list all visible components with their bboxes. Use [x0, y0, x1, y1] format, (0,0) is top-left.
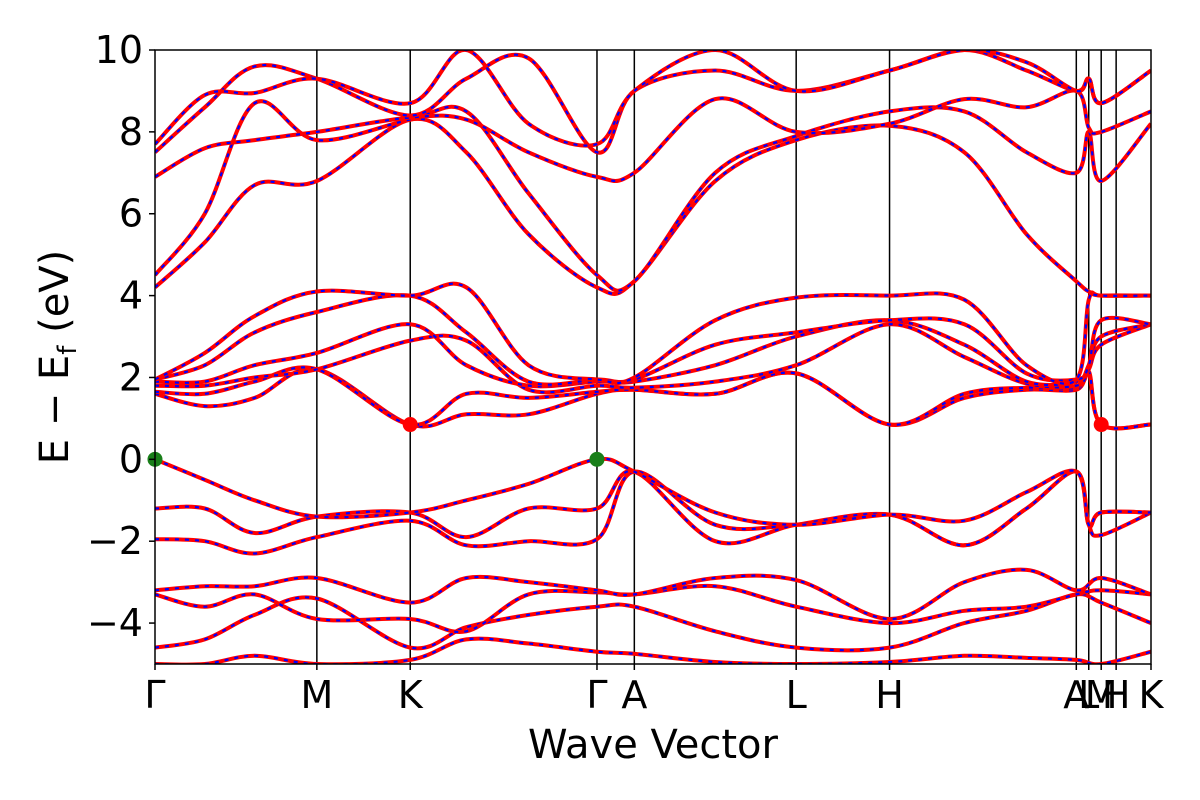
band-dash-8 [155, 366, 1151, 430]
band-line-9 [155, 322, 1151, 395]
y-tick-label-3: 2 [119, 355, 143, 399]
y-tick-label-7: 10 [95, 28, 143, 72]
x-axis-label: Wave Vector [528, 722, 779, 768]
plot-frame [154, 49, 1152, 665]
band-lines [155, 50, 1151, 664]
y-tick-label-0: −4 [87, 601, 143, 645]
band-line-6 [155, 456, 1151, 529]
band-line-1 [155, 592, 1151, 653]
band-line-8 [155, 365, 1151, 431]
band-line-13 [155, 116, 1151, 298]
band-dash-13 [155, 117, 1151, 298]
band-dash-14 [155, 100, 1151, 292]
x-tick-label-11: K [1139, 673, 1165, 717]
x-tick-label-3: Γ [586, 673, 607, 717]
extrema-markers [147, 417, 1109, 467]
extremum-marker-1 [589, 451, 605, 467]
x-tick-label-10: H [1102, 673, 1131, 717]
band-dash-9 [155, 323, 1151, 394]
extremum-marker-2 [402, 417, 418, 433]
x-tick-label-0: Γ [144, 673, 165, 717]
band-line-0 [155, 636, 1151, 664]
x-tick-label-9: M [1085, 673, 1118, 717]
x-tick-label-7: A [1063, 673, 1089, 717]
x-tick-label-8: L [1078, 673, 1099, 717]
x-tick-label-1: M [300, 673, 333, 717]
y-tick-label-6: 8 [119, 110, 143, 154]
extremum-marker-3 [1093, 417, 1109, 433]
band-dash-17 [155, 50, 1151, 147]
y-tick-label-4: 4 [119, 274, 143, 318]
x-tick-label-4: A [621, 673, 647, 717]
y-tick-label-2: 0 [119, 437, 143, 481]
band-line-17 [155, 50, 1151, 148]
x-tick-label-5: L [786, 673, 807, 717]
y-axis-ticks: −4 −2 0 2 4 6 8 10 [87, 28, 155, 645]
x-tick-label-2: K [398, 673, 424, 717]
y-tick-label-5: 6 [119, 192, 143, 236]
band-line-12 [155, 281, 1151, 386]
band-dash-6 [155, 457, 1151, 528]
band-dash-3 [155, 568, 1151, 621]
band-dash-0 [155, 637, 1151, 664]
band-dash-1 [155, 593, 1151, 652]
y-tick-label-1: −2 [87, 519, 143, 563]
x-tick-label-6: H [875, 673, 904, 717]
y-axis-label: E − Ef (eV) [32, 250, 83, 465]
